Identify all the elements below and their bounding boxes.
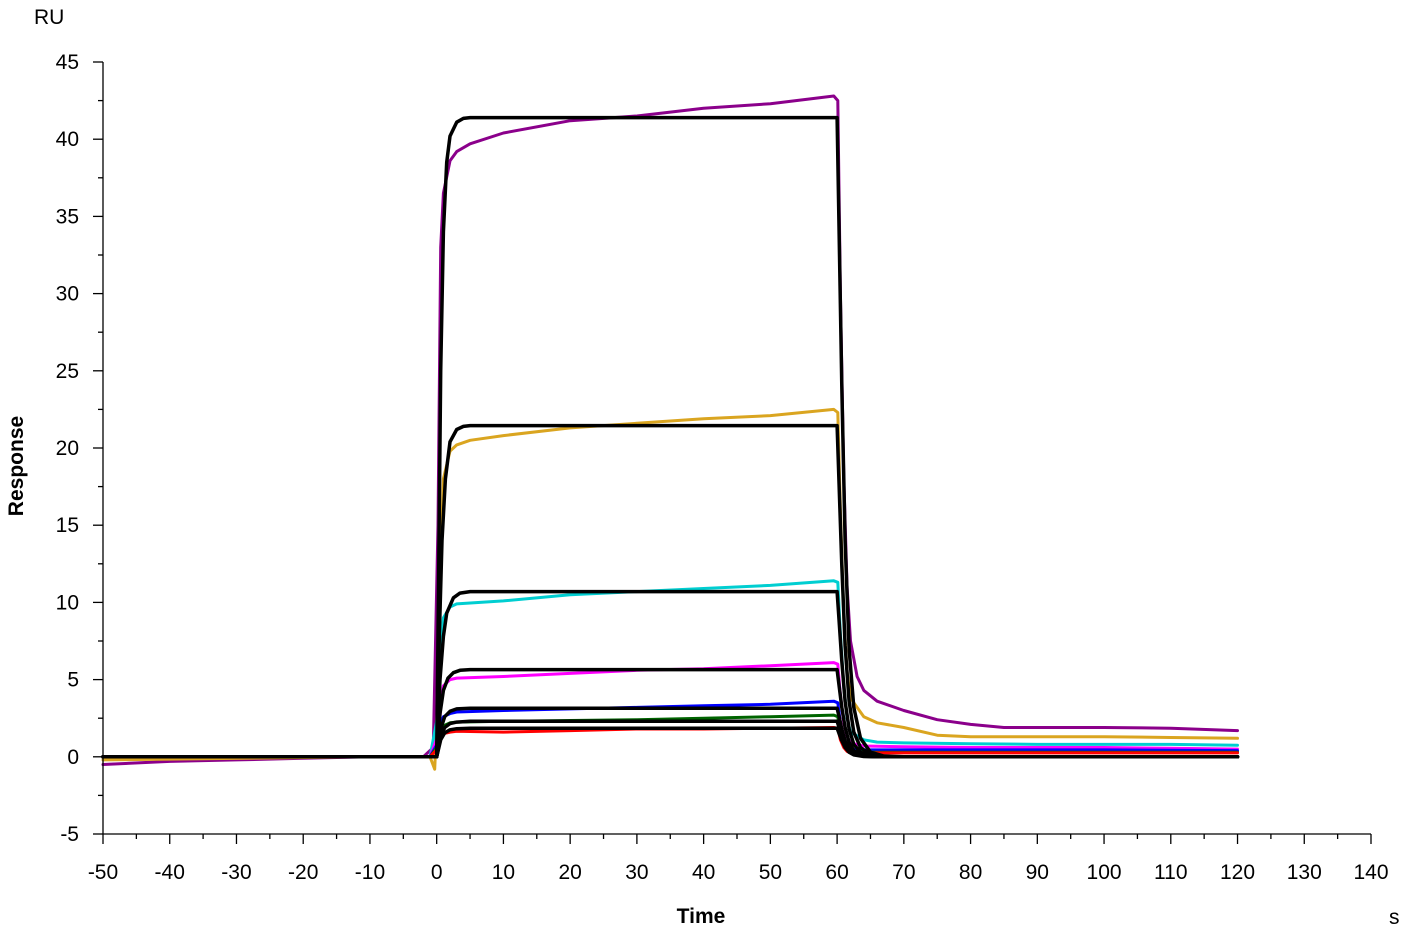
series-line-14 bbox=[101, 726, 1240, 759]
x-tick-label: 100 bbox=[1087, 861, 1122, 884]
x-tick-label: -40 bbox=[155, 861, 185, 884]
y-unit-label: RU bbox=[34, 6, 64, 29]
x-tick-label: 10 bbox=[492, 861, 515, 884]
y-tick-label: 30 bbox=[56, 283, 79, 306]
x-tick-label: 110 bbox=[1154, 861, 1187, 884]
x-tick-label: -20 bbox=[288, 861, 318, 884]
x-tick-label: -50 bbox=[88, 861, 118, 884]
series-line-11 bbox=[101, 667, 1240, 759]
y-tick-label: 10 bbox=[56, 591, 79, 614]
x-tick-label: 90 bbox=[1026, 861, 1049, 884]
series-line-1 bbox=[101, 94, 1239, 766]
y-tick-label: 35 bbox=[56, 205, 79, 228]
x-tick-label: 30 bbox=[625, 861, 648, 884]
series-line-3 bbox=[101, 579, 1239, 759]
x-tick-label: 50 bbox=[759, 861, 782, 884]
series-line-8 bbox=[101, 115, 1240, 759]
y-tick-label: 20 bbox=[56, 437, 79, 460]
x-tick-label: 60 bbox=[825, 861, 848, 884]
x-tick-label: 80 bbox=[959, 861, 982, 884]
x-tick-label: 70 bbox=[892, 861, 915, 884]
x-tick-label: -10 bbox=[355, 861, 385, 884]
series-line-7 bbox=[101, 726, 1239, 759]
x-axis-title: Time bbox=[677, 905, 726, 928]
y-tick-label: 25 bbox=[56, 360, 79, 383]
y-axis-title: Response bbox=[5, 416, 28, 516]
y-tick-label: -5 bbox=[60, 823, 79, 846]
y-tick-label: 5 bbox=[67, 669, 79, 692]
x-tick-label: 40 bbox=[692, 861, 715, 884]
x-tick-label: 130 bbox=[1287, 861, 1322, 884]
x-tick-label: 140 bbox=[1353, 861, 1388, 884]
series-line-9 bbox=[101, 423, 1240, 759]
x-tick-label: 20 bbox=[558, 861, 581, 884]
series-line-10 bbox=[101, 589, 1240, 759]
x-tick-label: 120 bbox=[1220, 861, 1255, 884]
y-tick-label: 15 bbox=[56, 514, 79, 537]
y-tick-label: 40 bbox=[56, 128, 79, 151]
y-tick-label: 0 bbox=[67, 746, 79, 769]
x-unit-label: s bbox=[1389, 906, 1400, 929]
x-tick-label: -30 bbox=[221, 861, 251, 884]
y-tick-label: 45 bbox=[56, 51, 79, 74]
x-tick-label: 0 bbox=[431, 861, 443, 884]
series-layer bbox=[101, 94, 1240, 771]
